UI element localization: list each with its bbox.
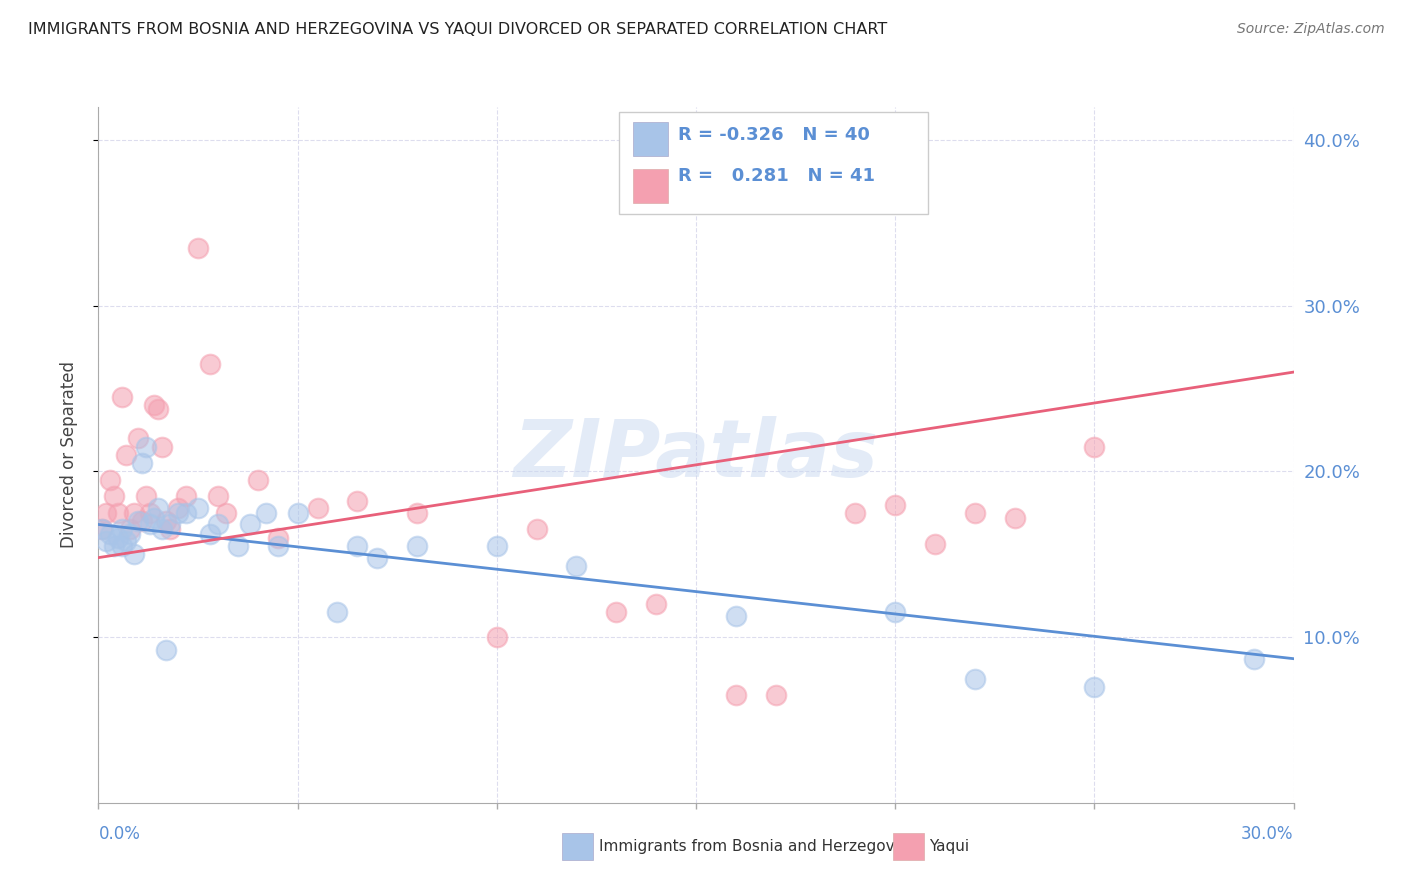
Point — [139, 517, 162, 532]
Point — [135, 440, 157, 454]
Text: Immigrants from Bosnia and Herzegovina: Immigrants from Bosnia and Herzegovina — [599, 839, 918, 854]
Point — [1083, 680, 1105, 694]
Point — [143, 398, 166, 412]
Point — [124, 547, 146, 561]
Point — [91, 523, 114, 537]
Point — [100, 473, 122, 487]
Point — [884, 605, 907, 619]
Point — [155, 514, 177, 528]
Point — [107, 506, 129, 520]
Point — [765, 688, 787, 702]
Point — [267, 531, 290, 545]
Point — [207, 489, 229, 503]
Text: Yaqui: Yaqui — [929, 839, 970, 854]
Point — [131, 514, 153, 528]
Point — [485, 630, 508, 644]
Point — [254, 506, 277, 520]
Point — [155, 643, 177, 657]
Point — [485, 539, 508, 553]
Point — [127, 514, 149, 528]
Point — [148, 401, 170, 416]
Point — [111, 523, 134, 537]
Text: Source: ZipAtlas.com: Source: ZipAtlas.com — [1237, 22, 1385, 37]
Point — [645, 597, 668, 611]
Point — [187, 241, 209, 255]
Point — [844, 506, 866, 520]
Point — [963, 672, 986, 686]
Point — [246, 473, 269, 487]
Point — [1083, 440, 1105, 454]
Point — [1243, 651, 1265, 665]
Point — [135, 489, 157, 503]
Point — [187, 500, 209, 515]
Point — [267, 539, 290, 553]
Point — [150, 440, 173, 454]
Point — [326, 605, 349, 619]
Point — [287, 506, 309, 520]
Text: 30.0%: 30.0% — [1241, 825, 1294, 843]
Text: R = -0.326   N = 40: R = -0.326 N = 40 — [678, 126, 869, 144]
Point — [724, 688, 747, 702]
Point — [924, 537, 946, 551]
Y-axis label: Divorced or Separated: Divorced or Separated — [59, 361, 77, 549]
Point — [124, 506, 146, 520]
Point — [215, 506, 238, 520]
Point — [131, 456, 153, 470]
Point — [103, 539, 125, 553]
Point — [127, 431, 149, 445]
Point — [120, 527, 142, 541]
Point — [884, 498, 907, 512]
Point — [111, 539, 134, 553]
Point — [346, 539, 368, 553]
Point — [115, 448, 138, 462]
Point — [198, 527, 221, 541]
Point — [1004, 511, 1026, 525]
Point — [346, 494, 368, 508]
Point — [100, 527, 122, 541]
Point — [150, 523, 173, 537]
Point — [406, 506, 429, 520]
Point — [115, 534, 138, 549]
Point — [159, 523, 181, 537]
Point — [565, 558, 588, 573]
Point — [406, 539, 429, 553]
Text: IMMIGRANTS FROM BOSNIA AND HERZEGOVINA VS YAQUI DIVORCED OR SEPARATED CORRELATIO: IMMIGRANTS FROM BOSNIA AND HERZEGOVINA V… — [28, 22, 887, 37]
Point — [159, 517, 181, 532]
Point — [366, 550, 388, 565]
Text: ZIPatlas: ZIPatlas — [513, 416, 879, 494]
Point — [174, 506, 197, 520]
Point — [226, 539, 249, 553]
Point — [198, 357, 221, 371]
Point — [91, 523, 114, 537]
Point — [96, 506, 118, 520]
Point — [120, 523, 142, 537]
Point — [143, 511, 166, 525]
Text: R =   0.281   N = 41: R = 0.281 N = 41 — [678, 167, 875, 185]
Point — [526, 523, 548, 537]
Point — [148, 500, 170, 515]
Point — [107, 531, 129, 545]
Point — [239, 517, 262, 532]
Point — [167, 500, 190, 515]
Point — [96, 534, 118, 549]
Point — [174, 489, 197, 503]
Point — [724, 608, 747, 623]
Point — [605, 605, 627, 619]
Point — [307, 500, 329, 515]
Point — [103, 489, 125, 503]
Point — [207, 517, 229, 532]
Point — [167, 506, 190, 520]
Point — [111, 390, 134, 404]
Text: 0.0%: 0.0% — [98, 825, 141, 843]
Point — [139, 506, 162, 520]
Point — [963, 506, 986, 520]
